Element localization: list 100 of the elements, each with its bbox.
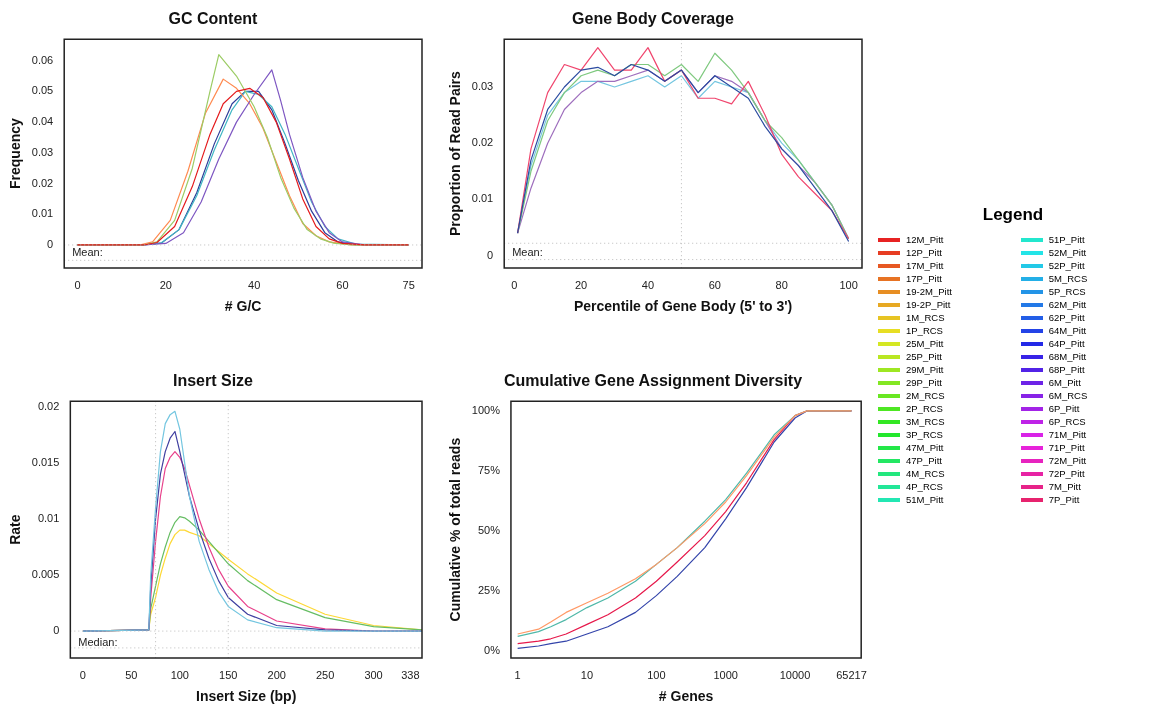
text: 1M_RCS xyxy=(906,311,945,324)
y-tick-label: 0 xyxy=(47,238,54,250)
annotation: Median: xyxy=(78,636,118,648)
text: 71P_Pitt xyxy=(1048,441,1085,454)
text: 6P_Pitt xyxy=(1048,402,1080,415)
text: 62P_Pitt xyxy=(1048,311,1085,324)
text: 4M_RCS xyxy=(906,467,945,480)
annotation: Mean: xyxy=(72,246,103,258)
text: 2P_RCS xyxy=(906,402,943,415)
text: 29P_Pitt xyxy=(906,376,942,389)
x-tick-label: 0 xyxy=(79,668,86,681)
x-tick-label: 60 xyxy=(708,278,721,291)
text: 6M_Pitt xyxy=(1048,376,1081,389)
y-tick-label: 0.02 xyxy=(471,136,494,149)
chart-title: Cumulative Gene Assignment Diversity xyxy=(503,372,803,390)
chart-title: GC Content xyxy=(168,10,259,28)
x-tick-label: 0 xyxy=(511,278,518,291)
y-tick-label: 75% xyxy=(477,463,501,476)
x-tick-label: 100 xyxy=(839,278,858,291)
y-tick-label: 0.01 xyxy=(31,207,54,220)
text: 5M_RCS xyxy=(1048,272,1088,285)
text: 6P_RCS xyxy=(1048,415,1086,428)
text: 72P_Pitt xyxy=(1048,467,1085,480)
x-tick-label: 250 xyxy=(315,668,335,681)
text: 72M_Pitt xyxy=(1048,454,1087,467)
text: 1P_RCS xyxy=(906,324,943,337)
text: 47M_Pitt xyxy=(906,441,944,454)
x-tick-label: 40 xyxy=(248,278,261,291)
y-tick-label: 0.02 xyxy=(37,399,60,412)
x-tick-label: 0 xyxy=(74,278,81,291)
x-tick-label: 100 xyxy=(170,668,189,681)
y-tick-label: 0.05 xyxy=(31,84,54,97)
text: 5P_RCS xyxy=(1048,285,1086,298)
text: 52M_Pitt xyxy=(1048,246,1087,259)
y-tick-label: 0.01 xyxy=(471,192,494,205)
x-tick-label: 80 xyxy=(775,278,788,291)
text: 64P_Pitt xyxy=(1048,337,1085,350)
y-axis-title: Proportion of Read Pairs xyxy=(447,70,464,237)
text: 47P_Pitt xyxy=(906,454,942,467)
y-tick-label: 0 xyxy=(53,624,60,637)
y-tick-label: 50% xyxy=(477,523,501,536)
y-axis-title: Rate xyxy=(7,514,24,545)
annotation: Mean: xyxy=(512,246,543,258)
text: 19-2M_Pitt xyxy=(906,285,952,298)
text: 19-2P_Pitt xyxy=(906,298,951,311)
y-axis-title: Frequency xyxy=(7,117,24,190)
text: 12P_Pitt xyxy=(906,246,942,259)
text: 25M_Pitt xyxy=(906,337,944,350)
text: 71M_Pitt xyxy=(1048,428,1087,441)
text: 25P_Pitt xyxy=(906,350,942,363)
x-axis-title: Insert Size (bp) xyxy=(195,688,297,705)
y-tick-label: 0 xyxy=(487,248,494,261)
y-tick-label: 0.06 xyxy=(31,53,54,66)
x-axis-title: # G/C xyxy=(224,298,262,315)
x-tick-label: 75 xyxy=(402,278,415,291)
text: 68M_Pitt xyxy=(1048,350,1087,363)
x-tick-label: 40 xyxy=(641,278,655,291)
x-tick-label: 65217 xyxy=(836,668,867,681)
x-axis-title: Percentile of Gene Body (5' to 3') xyxy=(573,298,793,315)
x-tick-label: 10000 xyxy=(779,668,811,681)
text: 51M_Pitt xyxy=(906,493,944,506)
x-tick-label: 300 xyxy=(364,668,383,681)
y-tick-label: 25% xyxy=(477,583,501,596)
y-tick-label: 0.02 xyxy=(31,176,54,189)
text: 6M_RCS xyxy=(1048,389,1088,402)
text: 17P_Pitt xyxy=(906,272,942,285)
y-tick-label: 0.04 xyxy=(31,115,54,128)
y-tick-label: 0.03 xyxy=(471,80,494,93)
text: 52P_Pitt xyxy=(1048,259,1085,272)
y-tick-label: 0.015 xyxy=(31,455,60,468)
text: 17M_Pitt xyxy=(906,259,944,272)
x-tick-label: 338 xyxy=(401,668,420,681)
y-tick-label: 0.01 xyxy=(37,511,60,524)
x-tick-label: 10 xyxy=(580,668,594,681)
text: 3P_RCS xyxy=(906,428,943,441)
text: 68P_Pitt xyxy=(1048,363,1085,376)
text: Legend xyxy=(981,205,1045,225)
x-tick-label: 150 xyxy=(219,668,238,681)
text: 3M_RCS xyxy=(906,415,945,428)
y-tick-label: 0% xyxy=(484,643,501,656)
text: 4P_RCS xyxy=(906,480,943,493)
text: 2M_RCS xyxy=(906,389,945,402)
x-tick-label: 200 xyxy=(267,668,286,681)
y-tick-label: 0.005 xyxy=(31,568,60,581)
text: 7P_Pitt xyxy=(1048,493,1080,506)
x-tick-label: 1 xyxy=(514,668,521,681)
text: 62M_Pitt xyxy=(1048,298,1087,311)
y-tick-label: 0.03 xyxy=(31,145,54,158)
y-axis-title: Cumulative % of total reads xyxy=(447,437,464,622)
y-tick-label: 100% xyxy=(471,403,501,416)
text: 7M_Pitt xyxy=(1048,480,1081,493)
x-tick-label: 50 xyxy=(125,668,138,681)
text: 12M_Pitt xyxy=(906,233,944,246)
text: 51P_Pitt xyxy=(1048,233,1085,246)
x-tick-label: 100 xyxy=(647,668,666,681)
x-tick-label: 1000 xyxy=(713,668,738,681)
chart-title: Insert Size xyxy=(172,372,254,390)
x-tick-label: 60 xyxy=(336,278,349,291)
x-axis-title: # Genes xyxy=(658,688,714,705)
chart-title: Gene Body Coverage xyxy=(572,10,735,28)
